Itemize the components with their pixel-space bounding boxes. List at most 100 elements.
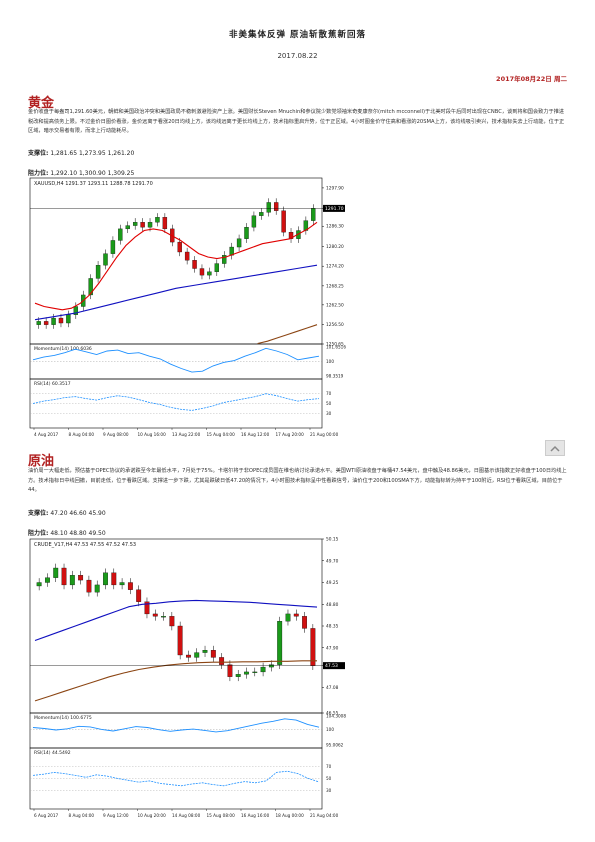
gold-y-tick-label: 1268.25: [326, 283, 344, 289]
oil-y-tick-label: 47.90: [326, 645, 339, 651]
gold-momentum-tick-label: 100: [326, 359, 334, 364]
oil-support-label: 支撑位:: [28, 510, 49, 517]
oil-resistance-label: 阻力位:: [28, 530, 49, 537]
gold-candle: [281, 210, 286, 233]
oil-candle: [285, 613, 291, 622]
gold-candle: [177, 241, 182, 253]
oil-chart-header: CRUDE_V17,H4 47.53 47.55 47.52 47.53: [34, 542, 136, 548]
oil-rsi-tick-label: 70: [326, 764, 332, 769]
gold-momentum-label: Momentum(14) 100.6036: [34, 346, 92, 352]
gold-heading: 黄金: [28, 96, 55, 111]
gold-rsi-label: RSI(14) 60.3517: [34, 381, 71, 387]
oil-x-tick-label: 8 Aug 04:00: [69, 813, 95, 818]
oil-momentum-tick-label: 100: [326, 727, 334, 732]
gold-x-tick-label: 9 Aug 08:00: [103, 432, 129, 437]
oil-support-values: 47.20 46.60 45.90: [50, 510, 106, 517]
gold-y-tick-label: 1250.65: [326, 342, 344, 348]
oil-candle: [127, 582, 133, 590]
gold-panel-frame: [29, 378, 323, 429]
oil-candle: [302, 616, 307, 629]
gold-x-tick-label: 13 Aug 22:00: [172, 432, 201, 437]
oil-heading: 原油: [28, 454, 55, 469]
oil-candle: [244, 671, 249, 675]
gold-resistance-level: 阻力位: 1,292.10 1,300.90 1,309.25: [28, 168, 134, 177]
gold-y-tick-label: 1286.30: [326, 224, 344, 230]
oil-y-tick-label: 50.15: [326, 537, 339, 543]
oil-rsi-tick-label: 50: [326, 776, 332, 781]
oil-y-tick-label: 46.55: [326, 711, 339, 717]
gold-resistance-label: 阻力位:: [28, 170, 49, 177]
oil-price-tag: [323, 662, 345, 670]
gold-x-tick-label: 4 Aug 2017: [34, 432, 58, 437]
oil-candle: [103, 572, 108, 586]
gold-candle: [214, 263, 220, 272]
scroll-to-top-button[interactable]: [545, 440, 565, 456]
gold-rsi-line: [32, 393, 320, 411]
oil-momentum-label: Momentum(14) 100.6775: [34, 715, 92, 721]
gold-candle: [259, 212, 264, 216]
oil-candle: [293, 613, 299, 617]
gold-price-tag: [323, 204, 345, 212]
gold-x-tick-label: 8 Aug 04:00: [69, 432, 95, 437]
oil-candle: [53, 567, 59, 578]
gold-support-values: 1,281.65 1,273.95 1,261.20: [50, 150, 135, 157]
oil-candle: [136, 589, 142, 602]
gold-y-tick-label: 1256.50: [326, 322, 344, 328]
oil-rsi-line: [32, 770, 320, 787]
gold-momentum-tick-label: 101.6516: [326, 345, 346, 350]
oil-panel-frame: [29, 747, 323, 810]
oil-candle: [194, 652, 200, 658]
gold-candle: [66, 314, 71, 324]
gold-y-tick-label: 1297.90: [326, 185, 344, 191]
gold-sma20-line: [34, 221, 318, 311]
oil-y-tick-label: 49.25: [326, 580, 339, 586]
gold-chart-header: XAUUSD,H4 1291.37 1293.11 1288.78 1291.7…: [34, 181, 153, 187]
gold-candle: [155, 217, 160, 223]
gold-candle: [88, 278, 93, 296]
oil-candle: [252, 671, 258, 673]
oil-rsi-label: RSI(14) 44.5492: [34, 750, 71, 756]
report-date-line: 2017年08月22日 周二: [496, 75, 567, 83]
gold-x-tick-label: 16 Aug 12:00: [241, 432, 270, 437]
gold-sma100-line: [34, 264, 318, 321]
chevron-up-icon: [550, 445, 560, 452]
gold-candle: [51, 317, 56, 325]
gold-candle: [266, 202, 271, 213]
gold-candle: [236, 238, 242, 248]
oil-x-tick-label: 21 Aug 04:00: [310, 813, 339, 818]
oil-chart: CRUDE_V17,H4 47.53 47.55 47.52 47.53 Mom…: [29, 537, 346, 818]
gold-x-tick-label: 15 Aug 04:00: [207, 432, 236, 437]
gold-candle: [207, 271, 212, 276]
gold-candle: [103, 253, 108, 266]
gold-resistance-values: 1,292.10 1,300.90 1,309.25: [50, 170, 135, 177]
gold-candle: [273, 202, 279, 211]
oil-candle: [78, 575, 84, 581]
oil-candle: [111, 572, 117, 586]
oil-candle: [36, 582, 42, 587]
oil-candle: [94, 584, 100, 593]
gold-candle: [199, 268, 205, 276]
oil-resistance-level: 阻力位: 48.10 48.80 49.50: [28, 528, 106, 537]
gold-candle: [192, 260, 197, 269]
oil-candle: [61, 567, 67, 586]
gold-x-tick-label: 21 Aug 00:00: [310, 432, 339, 437]
gold-rsi-tick-label: 50: [326, 401, 332, 406]
gold-candle: [118, 228, 123, 241]
document-date: 2017.08.22: [277, 52, 318, 60]
oil-candle: [186, 654, 191, 658]
oil-support-level: 支撑位: 47.20 46.60 45.90: [28, 508, 106, 517]
oil-candle: [202, 650, 208, 653]
oil-x-tick-label: 10 Aug 20:00: [138, 813, 167, 818]
oil-x-tick-label: 6 Aug 2017: [34, 813, 58, 818]
oil-sma100-line: [34, 599, 318, 642]
gold-chart: XAUUSD,H4 1291.37 1293.11 1288.78 1291.7…: [29, 177, 346, 437]
gold-candle: [251, 215, 257, 228]
gold-candle: [110, 240, 116, 254]
gold-x-tick-label: 10 Aug 16:00: [138, 432, 167, 437]
gold-candle: [147, 222, 153, 228]
gold-candle: [36, 321, 41, 325]
oil-y-tick-label: 48.80: [326, 602, 339, 608]
oil-candle: [235, 674, 241, 677]
gold-sma200-line: [257, 324, 318, 345]
oil-x-tick-label: 9 Aug 12:00: [103, 813, 129, 818]
